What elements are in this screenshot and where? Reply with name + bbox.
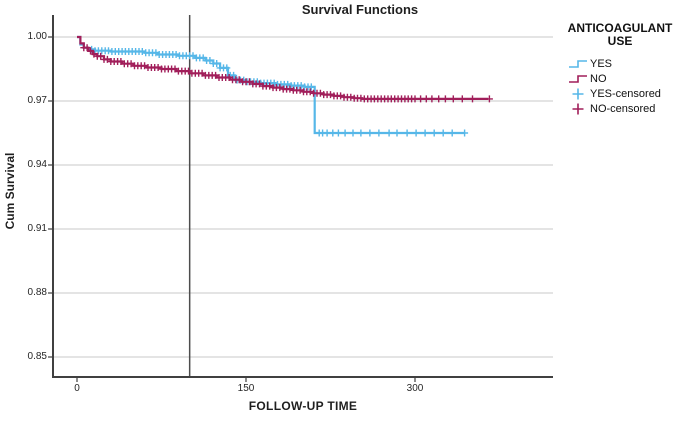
step-line-icon: [569, 74, 587, 83]
legend-icon-shape: [569, 59, 587, 68]
legend-icon-shape: [572, 88, 584, 99]
legend-title-line1: ANTICOAGULANT: [567, 21, 673, 35]
legend-title-line2: USE: [607, 34, 633, 48]
y-tick-label: 0.88: [27, 287, 47, 298]
legend-title: ANTICOAGULANT USE: [556, 22, 684, 48]
y-tick-label: 0.97: [27, 95, 47, 106]
legend-item-no-censored: NO-censored: [568, 101, 684, 116]
y-tick-label: 1.00: [27, 31, 47, 42]
legend-item-label: YES: [590, 57, 613, 70]
censored-marks-yes: [88, 45, 469, 137]
legend-icon-shape: [569, 74, 587, 83]
censored-plus-icon: [572, 103, 584, 114]
x-axis-title: FOLLOW-UP TIME: [248, 399, 358, 413]
legend-item-list: YES NO YES-censored NO-censored: [556, 56, 684, 116]
chart-title: Survival Functions: [301, 2, 419, 17]
censored-plus-icon: [572, 88, 584, 99]
legend-item-yes: YES: [568, 56, 684, 71]
y-tick-label: 0.85: [27, 351, 47, 362]
legend-item-no: NO: [568, 71, 684, 86]
legend-item-label: NO: [590, 72, 607, 85]
x-tick-label: 150: [237, 383, 255, 394]
y-tick-label: 0.94: [27, 159, 47, 170]
x-tick-label: 300: [406, 383, 424, 394]
censored-marks-no: [80, 44, 493, 103]
step-line-icon: [569, 59, 587, 68]
legend-icon-shape: [572, 103, 584, 114]
x-tick-label: 0: [74, 383, 80, 394]
legend: ANTICOAGULANT USE YES NO YES-censored NO-ce…: [556, 22, 684, 116]
legend-item-label: YES-censored: [590, 87, 661, 100]
legend-item-label: NO-censored: [590, 102, 656, 115]
legend-item-yes-censored: YES-censored: [568, 86, 684, 101]
y-tick-label: 0.91: [27, 223, 47, 234]
